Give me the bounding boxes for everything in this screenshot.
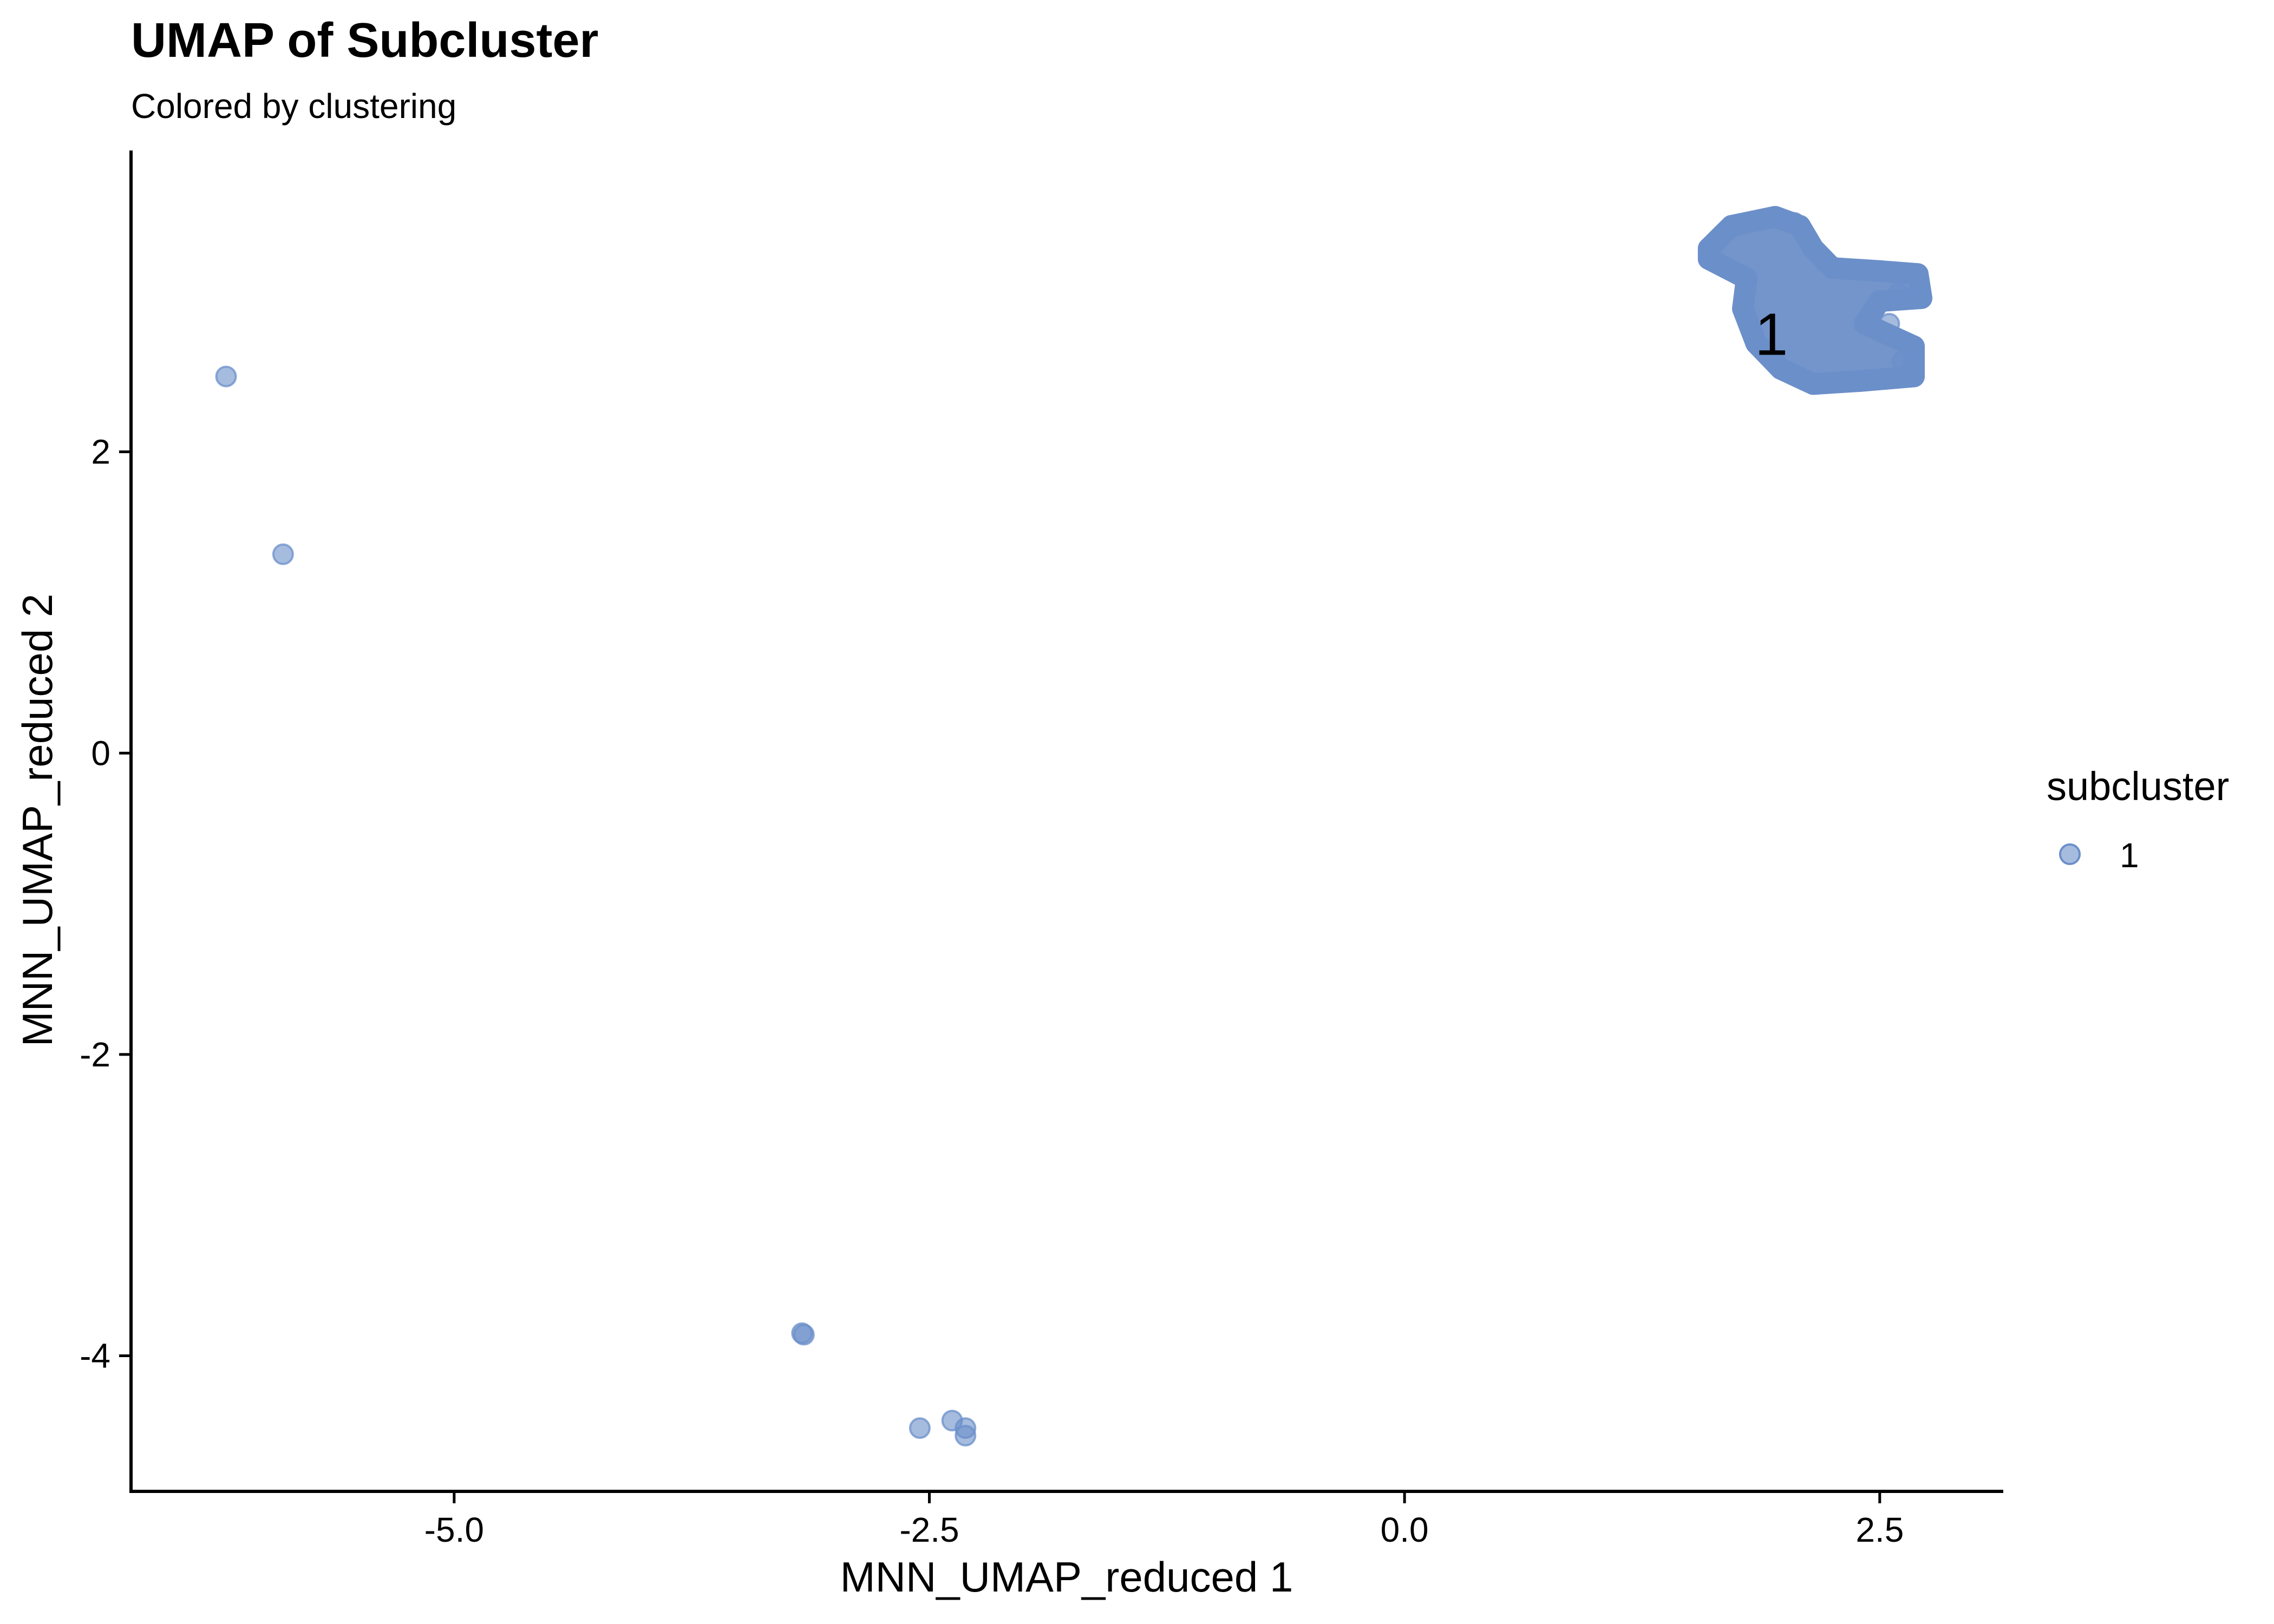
data-point (909, 1417, 931, 1439)
x-axis-ticks: -5.0 -2.5 0.0 2.5 (424, 1491, 1904, 1549)
data-point (1853, 313, 1876, 335)
cluster-label: 1 (1755, 302, 1788, 368)
data-point (1868, 290, 1891, 312)
cluster-label-layer: 1 (1755, 302, 1788, 368)
y-tick-label: 2 (91, 433, 110, 472)
data-point (1887, 283, 1910, 305)
data-point (1736, 267, 1758, 290)
y-axis-ticks: -4 -2 0 2 (80, 433, 131, 1376)
data-point (1907, 263, 1929, 285)
legend-key-1 (2059, 843, 2081, 865)
chart-title: UMAP of Subcluster (131, 14, 598, 68)
data-point (1903, 335, 1925, 357)
data-point (1783, 212, 1805, 234)
points-layer (215, 206, 1933, 1447)
data-point (1878, 313, 1900, 335)
data-point (1802, 373, 1824, 395)
y-tick-label: -2 (80, 1035, 110, 1074)
legend-label-1: 1 (2120, 836, 2139, 875)
y-tick-label: -4 (80, 1337, 110, 1376)
data-point (1850, 370, 1872, 392)
x-tick-label: 2.5 (1855, 1510, 1904, 1549)
data-point (1868, 260, 1891, 282)
chart-subtitle: Colored by clustering (131, 87, 456, 126)
data-point (1770, 358, 1792, 380)
data-point (1891, 350, 1913, 372)
data-point (272, 543, 294, 565)
x-tick-label: -2.5 (899, 1510, 959, 1549)
data-point (215, 365, 237, 388)
data-point (1720, 215, 1742, 237)
y-tick-label: 0 (91, 734, 110, 772)
data-point (1732, 298, 1754, 320)
data-point (1903, 365, 1925, 388)
x-tick-label: -5.0 (424, 1510, 484, 1549)
data-point (1821, 257, 1844, 279)
data-point (1802, 237, 1824, 259)
x-axis-title: MNN_UMAP_reduced 1 (840, 1553, 1293, 1601)
y-axis-title: MNN_UMAP_reduced 2 (14, 594, 61, 1047)
legend-title: subcluster (2047, 764, 2229, 809)
data-point (793, 1324, 815, 1346)
data-point (1911, 287, 1933, 309)
data-point (1745, 332, 1767, 355)
data-point (1764, 206, 1786, 228)
data-point (1697, 240, 1720, 263)
data-point (955, 1425, 977, 1447)
x-tick-label: 0.0 (1381, 1510, 1429, 1549)
